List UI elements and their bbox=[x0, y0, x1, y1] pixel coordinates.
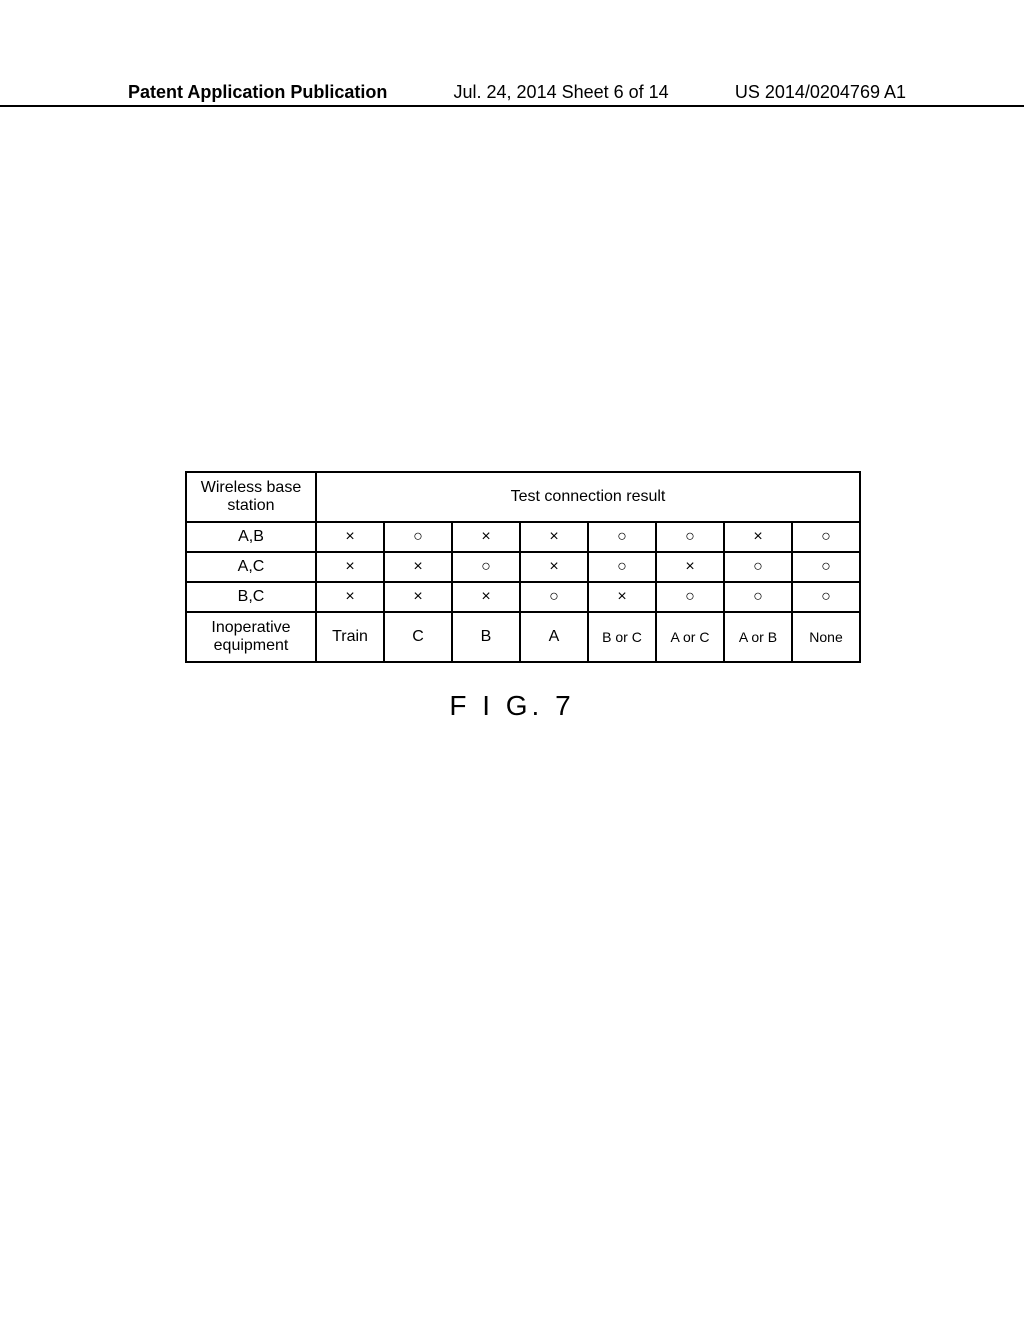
header-right: US 2014/0204769 A1 bbox=[735, 82, 906, 103]
connection-result-table: Wireless base station Test connection re… bbox=[185, 471, 861, 663]
table-header-first: Wireless base station bbox=[186, 472, 316, 522]
row-label: B,C bbox=[186, 582, 316, 612]
cell: × bbox=[520, 522, 588, 552]
figure-caption: F I G. 7 bbox=[0, 690, 1024, 722]
footer-label-line1: Inoperative bbox=[211, 619, 290, 636]
cell: × bbox=[316, 552, 384, 582]
cell: ○ bbox=[792, 582, 860, 612]
cell: ○ bbox=[724, 552, 792, 582]
footer-label: Inoperative equipment bbox=[186, 612, 316, 662]
row-label: A,B bbox=[186, 522, 316, 552]
cell: × bbox=[588, 582, 656, 612]
cell: ○ bbox=[520, 582, 588, 612]
header-row: Patent Application Publication Jul. 24, … bbox=[0, 82, 1024, 103]
cell: ○ bbox=[452, 552, 520, 582]
header-cell-line1: Wireless base bbox=[201, 479, 301, 496]
cell: ○ bbox=[384, 522, 452, 552]
cell: × bbox=[452, 582, 520, 612]
page-header: Patent Application Publication Jul. 24, … bbox=[0, 82, 1024, 107]
cell: ○ bbox=[588, 522, 656, 552]
table-row: A,C × × ○ × ○ × ○ ○ bbox=[186, 552, 860, 582]
cell: × bbox=[316, 522, 384, 552]
cell: × bbox=[520, 552, 588, 582]
table-header-span: Test connection result bbox=[316, 472, 860, 522]
cell: × bbox=[384, 582, 452, 612]
cell: ○ bbox=[588, 552, 656, 582]
table-row: A,B × ○ × × ○ ○ × ○ bbox=[186, 522, 860, 552]
cell: ○ bbox=[792, 552, 860, 582]
cell: × bbox=[724, 522, 792, 552]
cell: ○ bbox=[656, 522, 724, 552]
table-row: B,C × × × ○ × ○ ○ ○ bbox=[186, 582, 860, 612]
footer-cell: None bbox=[792, 612, 860, 662]
footer-cell: C bbox=[384, 612, 452, 662]
cell: ○ bbox=[656, 582, 724, 612]
footer-cell: A or C bbox=[656, 612, 724, 662]
footer-cell: B bbox=[452, 612, 520, 662]
footer-cell: A or B bbox=[724, 612, 792, 662]
header-left: Patent Application Publication bbox=[128, 82, 387, 103]
cell: ○ bbox=[724, 582, 792, 612]
footer-cell: B or C bbox=[588, 612, 656, 662]
cell: × bbox=[452, 522, 520, 552]
footer-cell: A bbox=[520, 612, 588, 662]
cell: × bbox=[656, 552, 724, 582]
cell: ○ bbox=[792, 522, 860, 552]
table-footer-row: Inoperative equipment Train C B A B or C… bbox=[186, 612, 860, 662]
footer-label-line2: equipment bbox=[214, 637, 289, 654]
cell: × bbox=[384, 552, 452, 582]
row-label: A,C bbox=[186, 552, 316, 582]
header-cell-line2: station bbox=[227, 497, 274, 514]
cell: × bbox=[316, 582, 384, 612]
footer-cell: Train bbox=[316, 612, 384, 662]
header-center: Jul. 24, 2014 Sheet 6 of 14 bbox=[454, 82, 669, 103]
